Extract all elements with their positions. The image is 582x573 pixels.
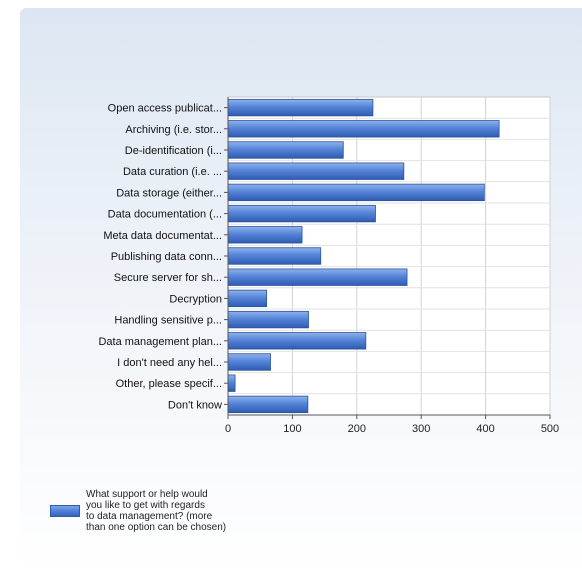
x-tick-label: 500 (541, 423, 559, 435)
grid-lines (227, 97, 551, 415)
category-labels: Open access publicat... Archiving (i.e. s… (98, 103, 222, 412)
category-label: Don't know (168, 399, 222, 411)
bar (227, 183, 485, 202)
bar (227, 204, 376, 223)
category-label: Decryption (169, 293, 222, 305)
legend-swatch (50, 505, 80, 517)
bar (227, 310, 309, 329)
bars (227, 98, 500, 414)
bar (227, 332, 367, 350)
category-label: I don't need any hel... (117, 357, 222, 369)
bar (227, 395, 309, 414)
legend: What support or help would you like to g… (50, 489, 296, 533)
category-label: Meta data documentat... (103, 230, 222, 242)
bar (227, 226, 303, 244)
bar (227, 141, 344, 159)
x-tick-label: 400 (476, 423, 494, 435)
bar (227, 98, 374, 117)
category-label: Archiving (i.e. stor... (125, 124, 222, 136)
category-label: Data storage (either... (116, 187, 222, 199)
bar (227, 162, 405, 180)
bar (227, 247, 322, 265)
axes (224, 97, 551, 419)
x-tick-labels: 0 100 200 300 400 500 (225, 423, 559, 435)
category-label: Other, please specif... (116, 378, 222, 390)
category-label: Data documentation (... (108, 209, 222, 221)
category-label: De-identification (i... (125, 145, 222, 157)
category-label: Data management plan... (98, 336, 222, 348)
category-label: Secure server for sh... (114, 272, 222, 284)
bar (227, 289, 268, 308)
bar (227, 353, 271, 371)
bar (227, 374, 236, 392)
legend-label: What support or help would you like to g… (86, 489, 227, 533)
category-label: Open access publicat... (108, 103, 222, 115)
x-tick-label: 300 (412, 423, 430, 435)
bar (227, 268, 408, 286)
category-label: Data curation (i.e. ... (123, 166, 222, 178)
x-tick-label: 200 (348, 423, 366, 435)
x-tick-label: 100 (283, 423, 301, 435)
x-tick-label: 0 (225, 423, 231, 435)
category-label: Publishing data conn... (111, 251, 222, 263)
category-label: Handling sensitive p... (114, 315, 222, 327)
bar (227, 120, 500, 138)
